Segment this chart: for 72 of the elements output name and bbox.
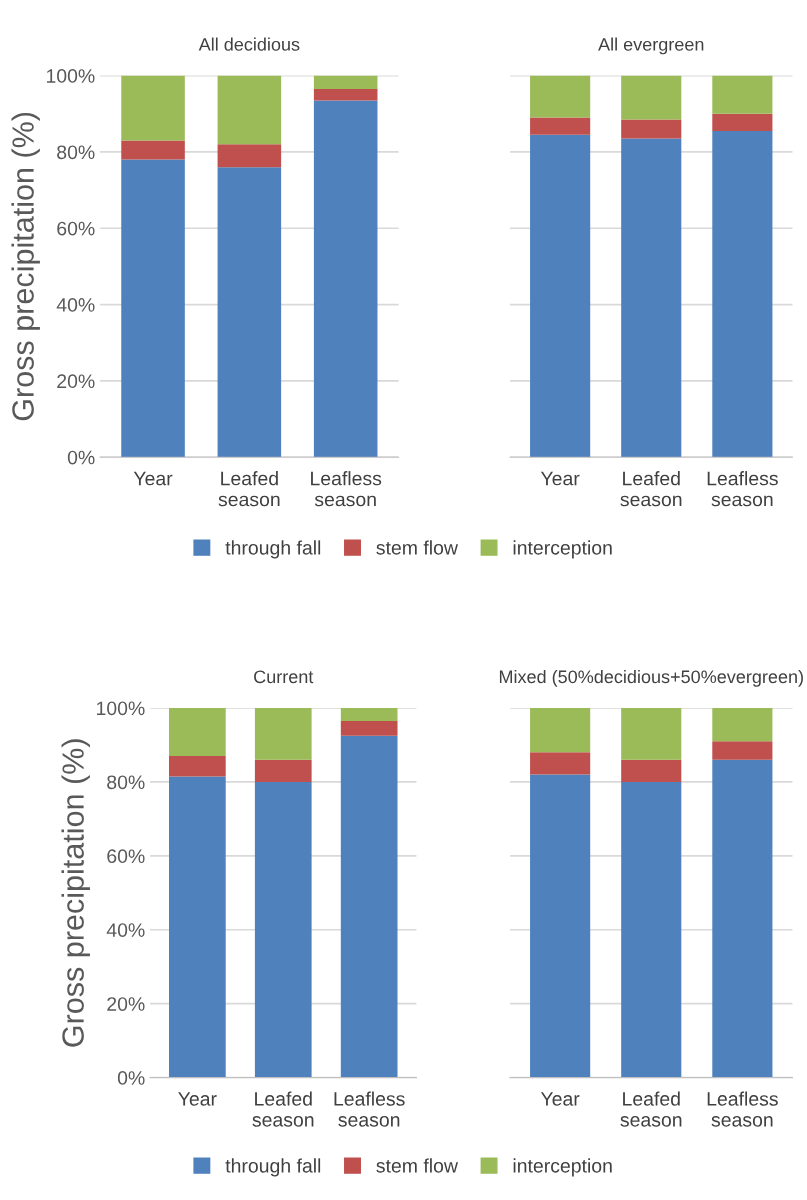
bar bbox=[621, 708, 682, 760]
bar bbox=[121, 159, 185, 458]
x-tick-label: Leafless season bbox=[334, 1091, 405, 1127]
y-tick-label: 40% bbox=[106, 923, 145, 937]
chart-title: Current bbox=[254, 670, 314, 684]
y-tick-label: 60% bbox=[57, 221, 95, 236]
y-axis-title: Gross precipitation (%) bbox=[11, 112, 40, 421]
bar bbox=[121, 140, 185, 160]
y-tick-label: 100% bbox=[96, 701, 145, 716]
legend-label: stem flow bbox=[376, 540, 458, 555]
bar bbox=[169, 708, 226, 757]
bar bbox=[169, 776, 226, 1078]
bar bbox=[530, 134, 591, 458]
bar bbox=[254, 708, 312, 760]
y-tick-label: 100% bbox=[46, 69, 95, 83]
x-tick-label: Year bbox=[133, 471, 173, 486]
legend-label: through fall bbox=[225, 1158, 321, 1177]
x-tick-label: Leafless season bbox=[707, 471, 778, 507]
bar bbox=[340, 735, 398, 1078]
bar bbox=[313, 75, 378, 89]
chart-title: All evergreen bbox=[598, 37, 704, 55]
y-tick-label: 40% bbox=[56, 298, 95, 312]
legend-label: stem flow bbox=[376, 1158, 458, 1173]
bar bbox=[254, 759, 312, 782]
bar bbox=[621, 781, 682, 1078]
bar bbox=[530, 708, 591, 753]
legend-label: through fall bbox=[225, 540, 321, 559]
bar bbox=[530, 774, 591, 1078]
bar bbox=[712, 741, 773, 760]
x-tick-label: Year bbox=[540, 471, 580, 486]
chart-title: All decidious bbox=[198, 37, 300, 51]
x-tick-label: Year bbox=[178, 1092, 217, 1106]
x-tick-label: Leafless season bbox=[311, 471, 382, 507]
y-tick-label: 0% bbox=[67, 450, 95, 465]
y-tick-label: 60% bbox=[107, 849, 145, 864]
chart-title: Mixed (50%decidious+50%evergreen) bbox=[499, 669, 803, 687]
bar bbox=[169, 756, 226, 777]
y-tick-label: 80% bbox=[107, 775, 145, 790]
bar bbox=[712, 113, 773, 131]
bar bbox=[621, 75, 682, 120]
legend-label: interception bbox=[513, 540, 612, 559]
x-tick-label: Leafed season bbox=[620, 471, 682, 507]
y-tick-label: 0% bbox=[117, 1071, 145, 1085]
bar bbox=[217, 75, 282, 145]
bar bbox=[530, 752, 591, 775]
bar bbox=[530, 75, 591, 118]
bar bbox=[621, 119, 682, 139]
bar bbox=[217, 144, 282, 168]
bar bbox=[621, 138, 682, 458]
bar bbox=[217, 167, 282, 458]
bar bbox=[530, 117, 591, 135]
bar bbox=[313, 100, 378, 458]
y-tick-label: 80% bbox=[57, 145, 95, 160]
x-tick-label: Leafless season bbox=[707, 1091, 778, 1127]
bar bbox=[712, 759, 773, 1078]
bar bbox=[712, 130, 773, 458]
x-tick-label: Leafed season bbox=[252, 1091, 314, 1127]
x-tick-label: Leafed season bbox=[218, 471, 280, 507]
y-tick-label: 20% bbox=[57, 374, 95, 389]
legend-label: interception bbox=[513, 1158, 612, 1177]
bar bbox=[712, 708, 773, 742]
y-axis-title: Gross precipitation (%) bbox=[61, 739, 90, 1047]
y-tick-label: 20% bbox=[107, 997, 145, 1011]
bar bbox=[340, 708, 398, 721]
bar bbox=[712, 75, 773, 114]
bar bbox=[254, 781, 312, 1078]
bar bbox=[121, 75, 185, 141]
x-tick-label: Year bbox=[540, 1092, 580, 1106]
bar bbox=[340, 720, 398, 736]
bar bbox=[621, 759, 682, 782]
bar bbox=[313, 88, 378, 101]
x-tick-label: Leafed season bbox=[620, 1091, 682, 1127]
